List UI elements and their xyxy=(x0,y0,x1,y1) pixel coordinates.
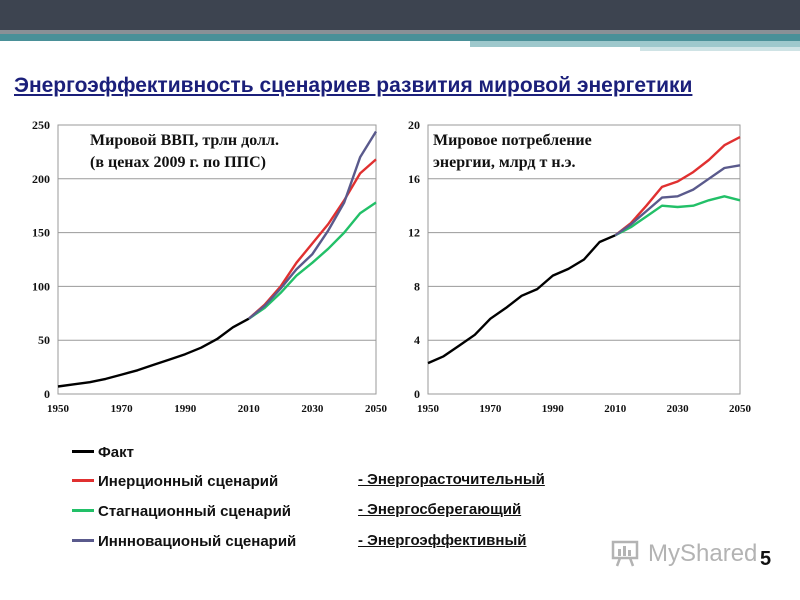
legend-item-innovation: Иннновационый сценарий xyxy=(72,533,296,550)
x-tick-label: 2010 xyxy=(604,403,627,415)
series-line xyxy=(248,130,378,320)
y-tick-label: 0 xyxy=(44,387,50,401)
series-line xyxy=(57,317,250,388)
series-line xyxy=(614,164,741,237)
page-number: 5 xyxy=(760,548,772,570)
presentation-board-icon xyxy=(611,540,639,567)
series-line xyxy=(614,136,741,237)
legend-label: Факт xyxy=(98,444,134,461)
watermark-text: MyShared xyxy=(648,540,758,567)
energy-consumption-chart: 0 4 8 12 16 20 1950 1970 1990 2010 2030 2050 Мировое… xyxy=(408,118,752,415)
y-tick-label: 20 xyxy=(408,118,420,132)
x-tick-label: 2050 xyxy=(365,403,388,415)
legend-swatch xyxy=(72,449,94,453)
y-tick-label: 12 xyxy=(408,226,420,240)
watermark: MyShared xyxy=(606,536,796,572)
chart-title-line: Мировое потребление xyxy=(433,132,592,149)
y-tick-label: 0 xyxy=(414,387,420,401)
scenario-label-wasteful: - Энергорасточительный xyxy=(358,471,545,488)
x-tick-label: 2050 xyxy=(729,403,752,415)
x-tick-label: 2030 xyxy=(667,403,690,415)
y-tick-label: 8 xyxy=(414,279,420,293)
chart-title-line: (в ценах 2009 г. по ППС) xyxy=(90,154,266,171)
legend-swatch xyxy=(72,478,94,482)
series-line xyxy=(427,234,616,365)
x-tick-label: 2030 xyxy=(301,403,324,415)
y-tick-label: 50 xyxy=(38,333,50,347)
legend-item-inertial: Инерционный сценарий xyxy=(72,473,278,490)
legend-item-fact: Факт xyxy=(72,444,134,461)
chart-title-line: Мировой ВВП, трлн долл. xyxy=(90,132,279,149)
y-tick-label: 200 xyxy=(32,172,50,186)
series-line xyxy=(614,195,741,237)
y-tick-label: 150 xyxy=(32,226,50,240)
legend-label: Иннновационый сценарий xyxy=(98,533,297,550)
legend-item-stagnation: Стагнационный сценарий xyxy=(72,503,291,520)
top-decoration-bar xyxy=(0,0,800,51)
x-tick-label: 1950 xyxy=(417,403,440,415)
chart-title-line: энергии, млрд т н.э. xyxy=(433,154,575,171)
x-tick-label: 1970 xyxy=(479,403,502,415)
series-line xyxy=(248,201,377,320)
x-tick-label: 1970 xyxy=(111,403,134,415)
x-tick-label: 1990 xyxy=(542,403,565,415)
y-tick-label: 100 xyxy=(32,279,50,293)
x-tick-label: 2010 xyxy=(238,403,261,415)
x-tick-label: 1990 xyxy=(174,403,197,415)
scenario-label-efficient: - Энергоэффективный xyxy=(358,532,527,549)
legend-swatch xyxy=(72,508,94,512)
y-tick-label: 16 xyxy=(408,172,420,186)
x-tick-label: 1950 xyxy=(47,403,70,415)
scenario-label-saving: - Энергосберегающий xyxy=(358,501,522,518)
legend-swatch xyxy=(72,538,94,542)
legend-label: Стагнационный сценарий xyxy=(98,503,292,520)
gdp-chart: 0 50 100 150 200 250 1950 1970 1990 2010 2030 2050 М… xyxy=(32,118,388,415)
y-tick-label: 4 xyxy=(414,333,420,347)
slide-title: Энергоэффективность сценариев развития м… xyxy=(14,74,693,97)
y-tick-label: 250 xyxy=(32,118,50,132)
legend-label: Инерционный сценарий xyxy=(98,473,279,490)
plot-area xyxy=(57,124,377,395)
